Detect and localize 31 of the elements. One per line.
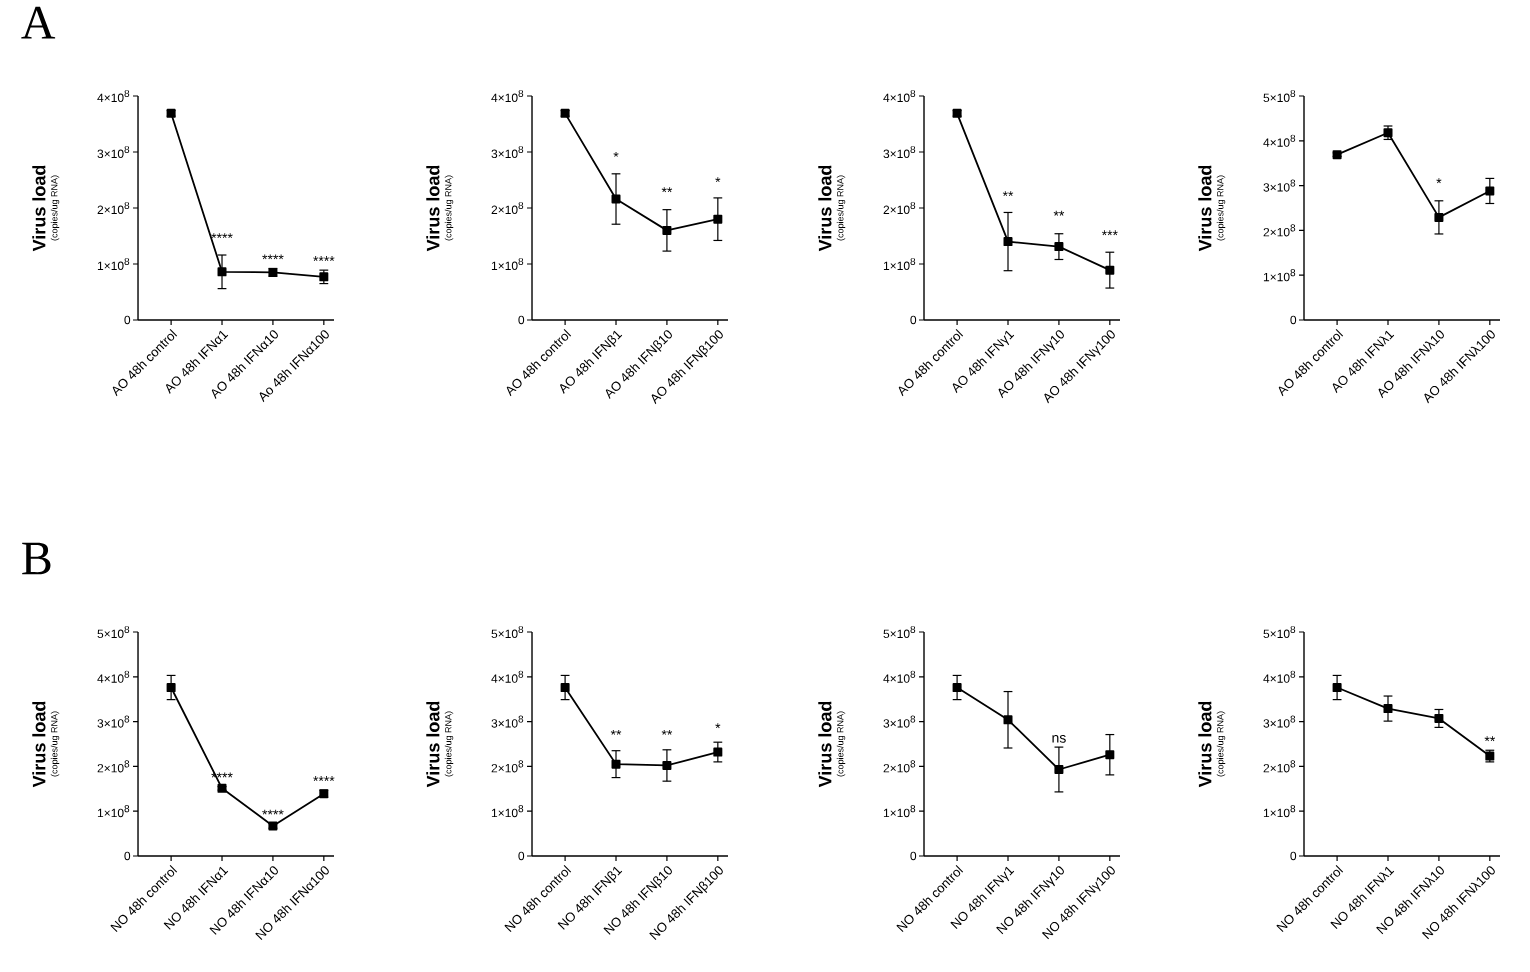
- point: [166, 683, 176, 693]
- point: [611, 759, 621, 769]
- point: [560, 683, 570, 693]
- y-axis-title: Virus load: [32, 165, 46, 252]
- y-axis-title: Virus load: [32, 701, 46, 788]
- point: [952, 683, 962, 693]
- point: [1434, 212, 1444, 222]
- point: [217, 267, 227, 277]
- point: [1434, 713, 1444, 723]
- point: [662, 760, 672, 770]
- chart-title: A: [21, 6, 56, 39]
- y-axis-title: Virus load: [1198, 701, 1212, 788]
- y-axis-title: Virus load: [426, 165, 440, 252]
- y-axis-title: Virus load: [1198, 165, 1212, 252]
- point: [1105, 265, 1115, 275]
- point: [1003, 715, 1013, 725]
- y-axis-title: Virus load: [818, 701, 832, 788]
- point: [1383, 704, 1393, 714]
- point: [1054, 765, 1064, 775]
- point: [1485, 186, 1495, 196]
- point: [1003, 237, 1013, 247]
- point: [1105, 750, 1115, 760]
- chart-title: B: [22, 542, 51, 575]
- point: [713, 214, 723, 224]
- y-axis-title: Virus load: [818, 165, 832, 252]
- point: [611, 194, 621, 204]
- point: [1054, 242, 1064, 252]
- point: [662, 225, 672, 235]
- y-axis-title: Virus load: [426, 701, 440, 788]
- point: [713, 747, 723, 757]
- point: [1332, 683, 1342, 693]
